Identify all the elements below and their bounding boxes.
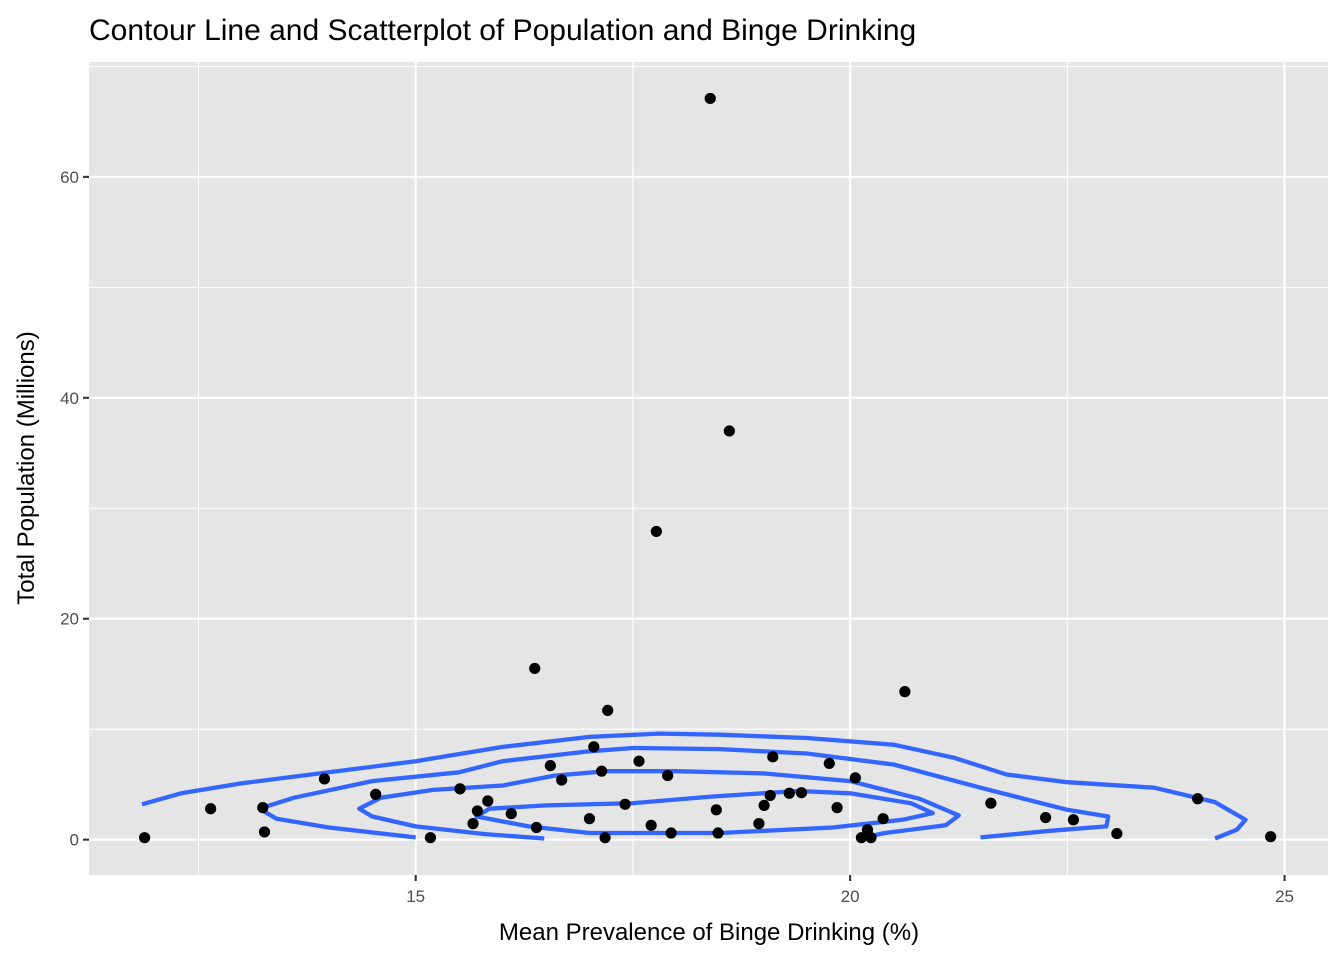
x-tick-label: 25 [1275, 887, 1294, 906]
data-point [645, 819, 657, 831]
grid-minor-lines [89, 62, 1328, 875]
data-point [849, 772, 861, 784]
y-tick-label: 40 [60, 389, 79, 408]
x-axis-title: Mean Prevalence of Binge Drinking (%) [499, 919, 919, 946]
data-point [596, 765, 608, 777]
data-point [758, 799, 770, 812]
data-point [257, 802, 269, 814]
grid-major-lines [89, 62, 1328, 875]
data-point [544, 760, 556, 772]
data-point [767, 751, 779, 763]
data-point [454, 783, 466, 795]
data-point [205, 803, 217, 815]
chart-title: Contour Line and Scatterplot of Populati… [89, 14, 916, 47]
data-point [985, 797, 997, 809]
data-point [650, 525, 662, 538]
y-tick-label: 60 [60, 168, 79, 187]
data-point [424, 832, 437, 844]
data-point [258, 826, 271, 838]
data-point [370, 788, 382, 800]
y-tick-label: 0 [70, 831, 79, 850]
data-point [599, 832, 611, 844]
data-point [753, 818, 765, 830]
x-tick-label: 15 [406, 887, 425, 906]
data-point [529, 662, 541, 675]
data-point [665, 827, 677, 839]
x-tick-label: 20 [841, 887, 860, 906]
data-point [710, 804, 722, 816]
data-point [619, 798, 631, 810]
data-point [588, 741, 600, 753]
data-point [318, 773, 331, 785]
data-point [795, 787, 808, 799]
data-point [865, 832, 877, 844]
data-point [505, 808, 517, 820]
data-point [723, 425, 735, 437]
contour-line-level-3 [357, 769, 961, 841]
data-point [471, 805, 483, 817]
data-point [877, 813, 889, 825]
data-point [783, 787, 795, 799]
data-point [831, 802, 843, 814]
scatter-points [139, 92, 1277, 844]
x-axis: 15 20 25 [406, 875, 1294, 906]
data-point [764, 789, 776, 802]
data-point [662, 769, 674, 782]
data-point [139, 832, 151, 844]
data-point [704, 92, 716, 105]
data-point [467, 818, 479, 830]
data-point [583, 813, 596, 825]
data-point [712, 827, 724, 839]
y-tick-label: 20 [60, 610, 79, 629]
data-point [823, 757, 835, 770]
plot-panel [89, 62, 1328, 875]
data-point [556, 774, 568, 786]
data-point [530, 821, 543, 834]
data-point [482, 795, 494, 807]
y-axis: 0 20 40 60 [60, 168, 89, 850]
data-point [899, 686, 911, 698]
data-point [1265, 831, 1277, 843]
data-point [1192, 793, 1204, 805]
contour-line-level-1 [141, 731, 1248, 841]
data-point [602, 704, 614, 717]
data-point [633, 755, 645, 767]
data-point [1040, 811, 1052, 824]
data-point [1067, 814, 1080, 826]
data-point [1111, 827, 1123, 840]
y-axis-title: Total Population (Millions) [13, 331, 40, 604]
data-point [855, 832, 868, 844]
